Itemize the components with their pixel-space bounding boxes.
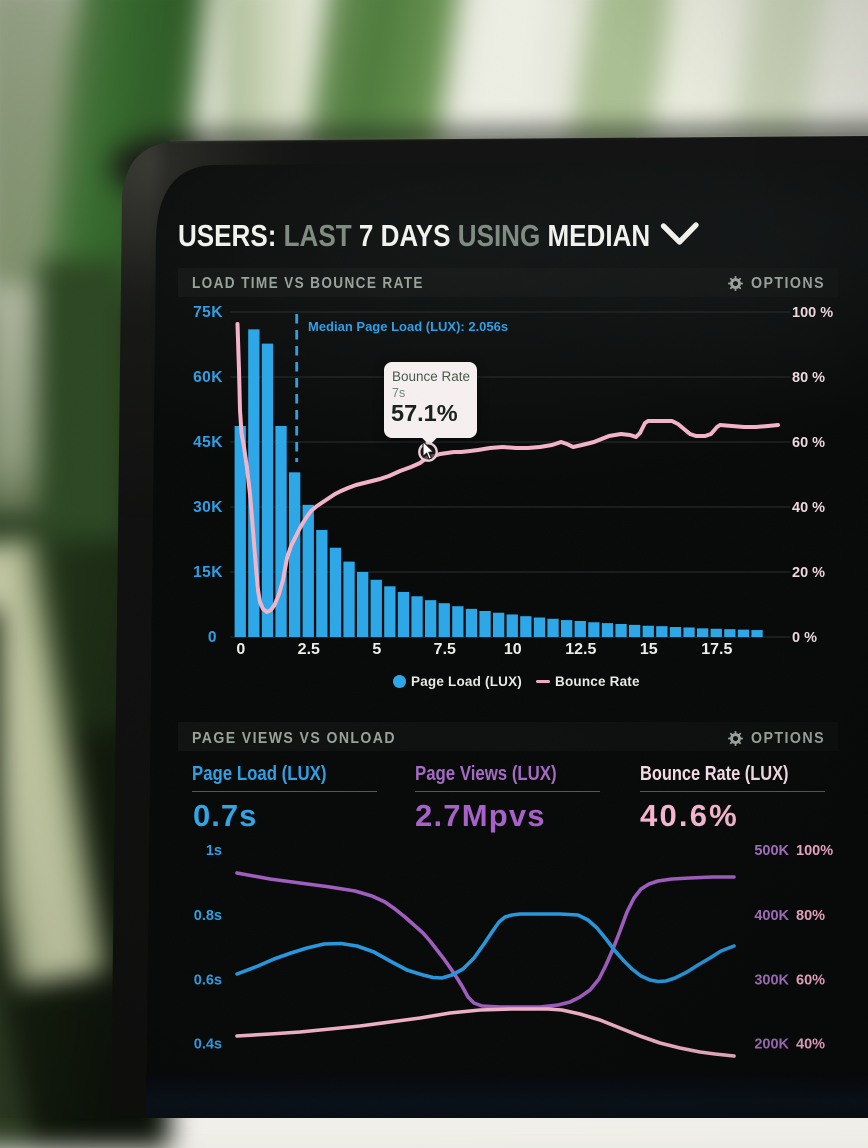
- svg-text:Median Page Load (LUX): 2.056s: Median Page Load (LUX): 2.056s: [308, 319, 508, 334]
- svg-text:15K: 15K: [193, 564, 223, 581]
- svg-text:7.5: 7.5: [434, 641, 456, 658]
- svg-text:5: 5: [372, 641, 381, 658]
- svg-text:0.6s: 0.6s: [194, 973, 222, 989]
- svg-text:10: 10: [504, 641, 522, 658]
- svg-text:200K: 200K: [754, 1037, 789, 1053]
- svg-text:60 %: 60 %: [792, 435, 825, 451]
- svg-text:100%: 100%: [796, 843, 833, 859]
- svg-text:75K: 75K: [193, 304, 223, 321]
- svg-text:30K: 30K: [193, 499, 223, 516]
- svg-text:500K: 500K: [754, 843, 789, 859]
- svg-text:80%: 80%: [796, 908, 825, 924]
- svg-text:60K: 60K: [193, 369, 223, 386]
- svg-text:40 %: 40 %: [792, 500, 825, 516]
- svg-text:15: 15: [640, 641, 658, 658]
- svg-text:0.4s: 0.4s: [194, 1037, 222, 1053]
- svg-text:17.5: 17.5: [701, 641, 732, 658]
- svg-text:0: 0: [208, 629, 217, 646]
- svg-text:60%: 60%: [796, 973, 825, 989]
- svg-text:0: 0: [236, 641, 245, 658]
- svg-text:100 %: 100 %: [792, 305, 833, 321]
- svg-text:2.5: 2.5: [298, 641, 320, 658]
- svg-text:45K: 45K: [193, 434, 223, 451]
- svg-text:12.5: 12.5: [565, 641, 596, 658]
- svg-text:20 %: 20 %: [792, 565, 825, 581]
- svg-text:80 %: 80 %: [792, 370, 825, 386]
- svg-text:1s: 1s: [206, 843, 222, 859]
- svg-text:400K: 400K: [754, 908, 789, 924]
- svg-text:40%: 40%: [796, 1037, 825, 1053]
- svg-text:0 %: 0 %: [792, 630, 817, 646]
- svg-text:300K: 300K: [754, 973, 789, 989]
- svg-text:0.8s: 0.8s: [194, 908, 222, 924]
